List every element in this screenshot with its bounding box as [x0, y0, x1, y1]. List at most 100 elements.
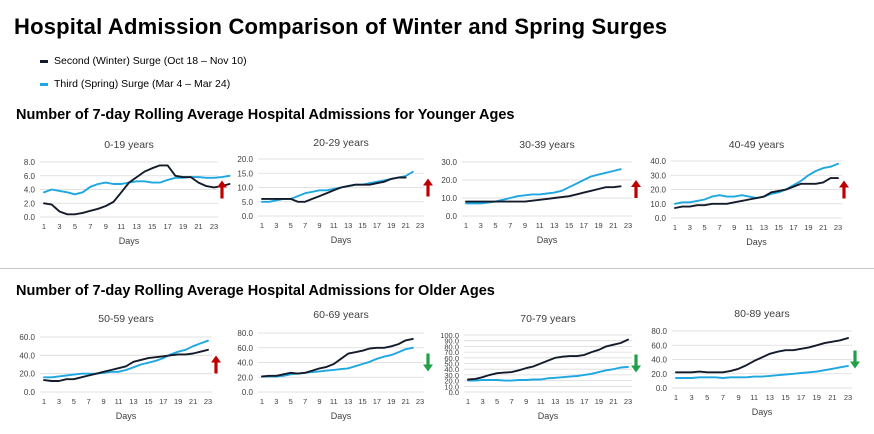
- x-tick-label: 5: [289, 397, 293, 406]
- x-tick-label: 15: [566, 397, 574, 406]
- y-tick-label: 70.0: [444, 348, 459, 357]
- x-tick-label: 3: [480, 397, 484, 406]
- series-line-winter: [261, 337, 414, 378]
- y-tick-label: 0.0: [446, 212, 458, 221]
- x-tick-label: 1: [260, 221, 264, 230]
- y-tick-label: 80.0: [444, 342, 459, 351]
- x-axis-label: Days: [119, 236, 140, 246]
- trend-arrow-down-icon: [631, 354, 641, 373]
- y-tick-label: 20.0: [441, 176, 457, 185]
- x-axis-label: Days: [752, 407, 773, 417]
- y-tick-label: 0.0: [655, 214, 667, 223]
- x-tick-label: 3: [690, 393, 694, 402]
- section-title-older: Number of 7-day Rolling Average Hospital…: [16, 283, 495, 299]
- x-tick-label: 11: [330, 397, 338, 406]
- x-tick-label: 15: [781, 393, 789, 402]
- x-tick-label: 17: [797, 393, 805, 402]
- x-tick-label: 23: [624, 221, 632, 230]
- legend-swatch-spring: [40, 82, 48, 86]
- x-tick-label: 11: [330, 221, 338, 230]
- x-tick-label: 17: [580, 221, 588, 230]
- x-tick-label: 15: [358, 221, 366, 230]
- y-tick-label: 40.0: [650, 157, 666, 166]
- x-tick-label: 11: [115, 397, 123, 406]
- x-tick-label: 9: [736, 393, 740, 402]
- trend-arrow-up-icon: [217, 180, 227, 199]
- y-tick-label: 80.0: [651, 327, 667, 336]
- series-line-winter: [675, 337, 849, 374]
- x-tick-label: 19: [813, 393, 821, 402]
- chart-6: 70-79 years 0.010.020.030.040.050.060.070…: [440, 313, 641, 421]
- x-tick-label: 17: [159, 397, 167, 406]
- chart-title: 80-89 years: [734, 308, 789, 320]
- y-tick-label: 8.0: [24, 158, 36, 167]
- x-tick-label: 3: [57, 222, 61, 231]
- x-tick-label: 13: [344, 221, 352, 230]
- trend-arrow-down-icon: [850, 350, 860, 369]
- x-tick-label: 9: [102, 397, 106, 406]
- y-tick-label: 0.0: [656, 384, 668, 393]
- trend-arrow-up-icon: [211, 355, 221, 374]
- x-tick-label: 17: [373, 221, 381, 230]
- x-tick-label: 23: [624, 397, 632, 406]
- x-tick-label: 17: [789, 223, 797, 232]
- x-tick-label: 1: [674, 393, 678, 402]
- y-tick-label: 40.0: [19, 351, 35, 360]
- x-tick-label: 11: [117, 222, 125, 231]
- chart-title: 0-19 years: [104, 139, 154, 151]
- trend-arrow-up-icon: [423, 178, 433, 197]
- x-tick-label: 11: [750, 393, 758, 402]
- x-tick-label: 21: [819, 223, 827, 232]
- x-tick-label: 19: [179, 222, 187, 231]
- x-tick-label: 13: [551, 397, 559, 406]
- x-tick-label: 19: [595, 397, 603, 406]
- x-tick-label: 1: [464, 221, 468, 230]
- x-tick-label: 7: [508, 221, 512, 230]
- x-tick-label: 13: [550, 221, 558, 230]
- x-tick-label: 23: [844, 393, 852, 402]
- series-line-spring: [43, 174, 231, 196]
- series-line-spring: [465, 168, 622, 205]
- x-tick-label: 5: [495, 397, 499, 406]
- x-tick-label: 21: [189, 397, 197, 406]
- x-tick-label: 1: [42, 397, 46, 406]
- series-line-winter: [674, 177, 839, 209]
- series-line-winter: [43, 348, 209, 382]
- section-title-younger: Number of 7-day Rolling Average Hospital…: [16, 107, 515, 123]
- y-tick-label: 0.0: [242, 388, 254, 397]
- x-tick-label: 19: [594, 221, 602, 230]
- legend-label-winter: Second (Winter) Surge (Oct 18 – Nov 10): [54, 55, 247, 67]
- x-tick-label: 15: [775, 223, 783, 232]
- x-tick-label: 5: [289, 221, 293, 230]
- legend-label-spring: Third (Spring) Surge (Mar 4 – Mar 24): [54, 78, 231, 90]
- x-tick-label: 13: [760, 223, 768, 232]
- x-tick-label: 1: [673, 223, 677, 232]
- x-tick-label: 23: [834, 223, 842, 232]
- trend-arrow-up-icon: [839, 180, 849, 199]
- x-tick-label: 17: [373, 397, 381, 406]
- x-tick-label: 15: [565, 221, 573, 230]
- x-tick-label: 3: [479, 221, 483, 230]
- x-tick-label: 13: [129, 397, 137, 406]
- series-line-winter: [467, 338, 629, 381]
- x-tick-label: 15: [358, 397, 366, 406]
- x-tick-label: 7: [303, 397, 307, 406]
- y-tick-label: 20.0: [444, 377, 459, 386]
- y-tick-label: 20.0: [650, 186, 666, 195]
- y-tick-label: 60.0: [237, 344, 253, 353]
- y-tick-label: 20.0: [237, 373, 253, 382]
- x-tick-label: 21: [828, 393, 836, 402]
- x-tick-label: 7: [87, 397, 91, 406]
- x-tick-label: 3: [57, 397, 61, 406]
- x-tick-label: 5: [493, 221, 497, 230]
- x-tick-label: 19: [387, 397, 395, 406]
- section-divider: [0, 268, 874, 269]
- x-tick-label: 9: [523, 221, 527, 230]
- y-tick-label: 0.0: [24, 213, 36, 222]
- legend-entry-winter: Second (Winter) Surge (Oct 18 – Nov 10): [40, 55, 247, 67]
- legend-entry-spring: Third (Spring) Surge (Mar 4 – Mar 24): [40, 78, 230, 90]
